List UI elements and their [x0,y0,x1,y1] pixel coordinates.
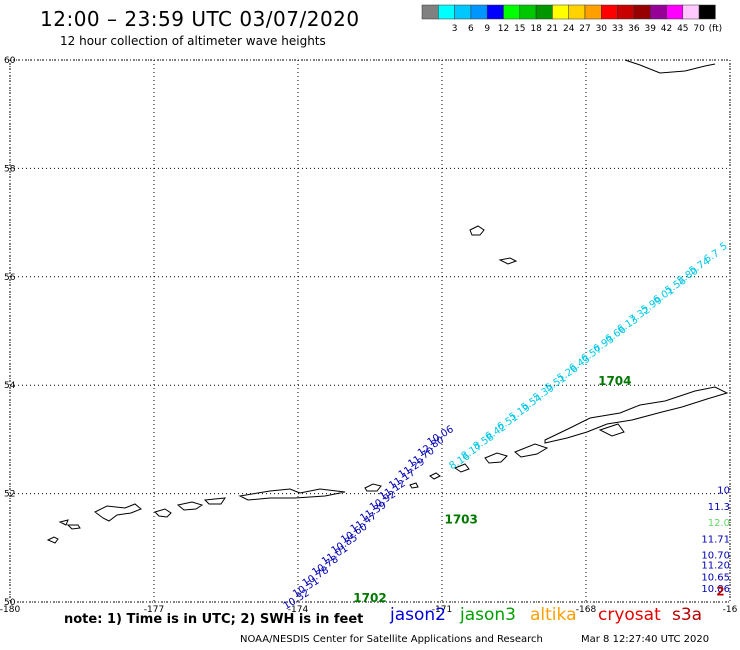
lat-tick-label: 54 [4,381,16,391]
colorbar-label: 12 [498,24,509,34]
colorbar-swatch [438,4,455,20]
colorbar-label: 21 [547,24,558,34]
colorbar-label: 42 [661,24,672,34]
lat-tick-label: 52 [4,490,15,500]
lon-tick-label: -16 [723,605,738,615]
satellite-legend-jason2: jason2 [390,605,446,625]
colorbar-label: 15 [514,24,525,34]
lon-tick-label: -180 [0,605,20,615]
colorbar-label: 30 [596,24,608,34]
colorbar-swatch [503,4,521,20]
colorbar-label: 6 [468,24,474,34]
wave-height-label: 10.70 [701,551,730,562]
satellite-legend-cryosat: cryosat [598,605,661,625]
colorbar-label: 33 [612,24,623,34]
colorbar-label: 39 [644,24,656,34]
lon-tick-label: -177 [144,605,164,615]
colorbar-swatch [519,4,537,20]
colorbar-swatch [552,4,569,20]
wave-height-label: 11.71 [701,534,730,545]
wave-height-label: 10.86 [701,584,730,595]
colorbar-label: (ft) [709,24,723,34]
colorbar-swatch [535,4,553,20]
colorbar-swatch [666,4,684,20]
colorbar-swatch [633,4,651,20]
colorbar-swatch [698,4,716,20]
pass-time-label: 2 [716,584,724,598]
colorbar-swatch [649,4,667,20]
pass-time-label: 1702 [353,591,386,605]
colorbar-swatch [617,4,635,20]
colorbar-swatch [601,4,618,20]
colorbar-swatch [682,4,700,20]
colorbar-label: 45 [677,24,688,34]
lat-tick-label: 50 [4,598,16,608]
colorbar-swatch [584,4,602,20]
lon-tick-label: -174 [288,605,309,615]
lat-tick-label: 58 [4,164,16,174]
map-grid [9,59,731,603]
satellite-legend-altika: altika [530,605,577,625]
lon-tick-label: -168 [576,605,597,615]
satellite-tracks: 10.3210.5110.7810.7811.0110.8510.6011.47… [282,241,730,612]
colorbar-label: 24 [563,24,575,34]
wave-height-label: 11.20 [701,560,730,571]
map-title: 12:00 – 23:59 UTC 03/07/2020 [40,7,360,31]
wave-height-label: 10 [717,486,730,497]
colorbar-label: 18 [530,24,542,34]
satellite-legend-jason3: jason3 [460,605,516,625]
time-labels: 1702 1703 1704 2 [353,374,724,605]
wave-height-label: 5 [718,241,729,254]
mainland-alaska-north [624,59,716,74]
colorbar-label: 9 [484,24,490,34]
colorbar-label: 36 [628,24,640,34]
pribilof-islands [469,225,518,265]
aleutian-islands-west [46,488,346,544]
colorbar-swatch [454,4,472,20]
legend-note: note: 1) Time is in UTC; 2) SWH is in fe… [64,612,364,627]
colorbar-swatch [421,4,439,20]
colorbar-swatch [486,4,504,20]
generation-timestamp: Mar 8 12:27:40 UTC 2020 [581,634,710,645]
colorbar-swatch [470,4,488,20]
colorbar-label: 70 [693,24,705,34]
map-subtitle: 12 hour collection of altimeter wave hei… [60,34,326,48]
wave-height-label: 11.3 [708,502,730,513]
coastline [46,59,729,544]
alaska-peninsula [544,386,729,444]
pass-time-label: 1704 [598,374,631,388]
colorbar: 3 6 9 12 15 18 21 24 27 30 33 36 39 42 45 70 (ft) [421,4,723,34]
pass-time-label: 1703 [444,512,477,526]
wave-height-label: 10.65 [701,572,730,583]
lon-tick-label: -171 [432,605,452,615]
satellite-legend-s3a: s3a [672,605,703,625]
lat-tick-label: 60 [4,56,16,66]
aleutian-islands-central [364,443,549,492]
credit-line: NOAA/NESDIS Center for Satellite Applica… [240,634,543,645]
colorbar-swatch [568,4,586,20]
lat-tick-label: 56 [4,273,16,283]
wave-height-label: 12.0 [708,518,730,529]
colorbar-label: 27 [579,24,590,34]
colorbar-label: 3 [452,24,458,34]
